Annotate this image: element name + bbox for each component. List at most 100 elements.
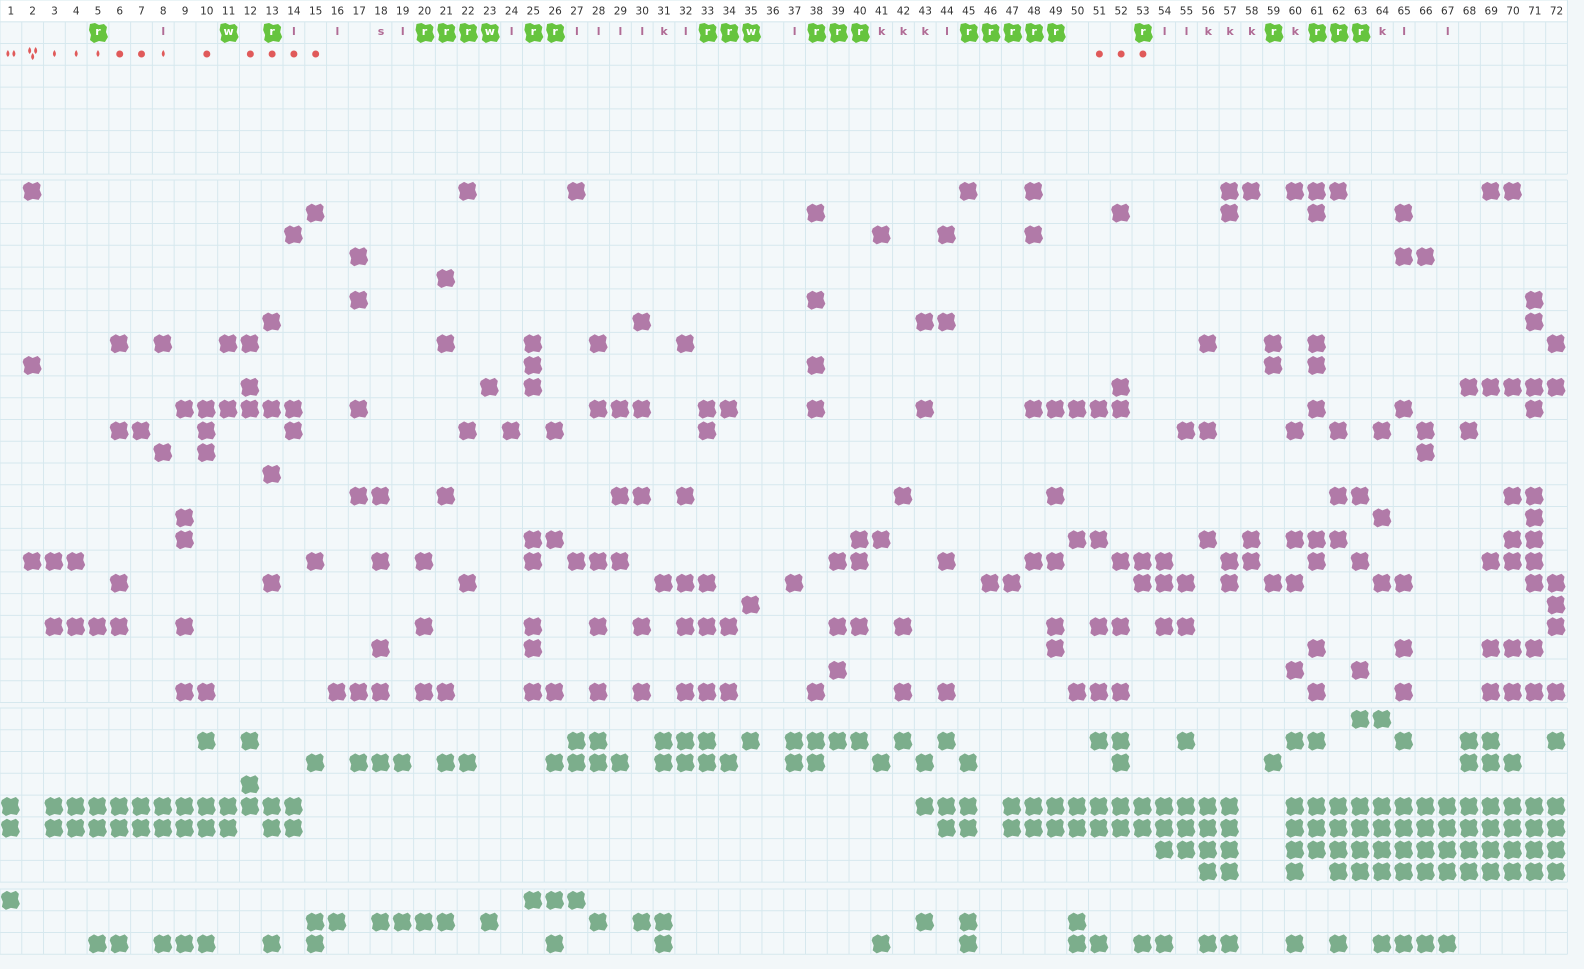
cell-blob (1263, 334, 1283, 354)
cell-blob (1503, 682, 1523, 702)
cell-blob (653, 731, 673, 751)
cell-blob (1546, 334, 1566, 354)
tag: r (465, 25, 471, 38)
column-number: 15 (309, 6, 322, 18)
column-number: 60 (1289, 6, 1302, 18)
cell-blob (1045, 617, 1065, 637)
drop-icon (96, 50, 100, 57)
cell-blob (958, 796, 978, 816)
tag: k (1248, 25, 1256, 38)
cell-blob (153, 934, 173, 954)
cell-blob (283, 225, 303, 245)
cell-blob (436, 486, 456, 506)
cell-blob (566, 731, 586, 751)
cell-blob (893, 731, 913, 751)
cell-blob (523, 356, 543, 376)
cell-blob (610, 399, 630, 419)
cell-blob (828, 660, 848, 680)
column-number: 3 (51, 6, 58, 18)
cell-blob (349, 682, 369, 702)
cell-blob (1241, 181, 1261, 201)
cell-blob (1350, 660, 1370, 680)
column-number: 63 (1354, 6, 1367, 18)
cell-blob (1415, 818, 1435, 838)
cell-blob (1154, 818, 1174, 838)
tag: r (444, 25, 450, 38)
cell-blob (44, 551, 64, 571)
cell-blob (1111, 617, 1131, 637)
badge (981, 23, 1001, 43)
column-number: 52 (1114, 6, 1127, 18)
cell-blob (240, 731, 260, 751)
column-number: 13 (265, 6, 278, 18)
cell-blob (936, 312, 956, 332)
badge (850, 23, 870, 43)
cell-blob (262, 399, 282, 419)
cell-blob (283, 796, 303, 816)
cell-blob (1132, 796, 1152, 816)
cell-blob (1481, 731, 1501, 751)
cell-blob (893, 682, 913, 702)
tag: l (336, 25, 340, 38)
cell-blob (1154, 551, 1174, 571)
column-number: 14 (287, 6, 301, 18)
cell-blob (1394, 203, 1414, 223)
cell-blob (196, 731, 216, 751)
cell-blob (871, 530, 891, 550)
cell-blob (1176, 818, 1196, 838)
cell-blob (196, 934, 216, 954)
column-number: 44 (940, 6, 954, 18)
badge (698, 23, 718, 43)
cell-blob (697, 573, 717, 593)
cell-blob (1394, 573, 1414, 593)
tag: k (922, 25, 930, 38)
cell-blob (1524, 377, 1544, 397)
cell-blob (1524, 530, 1544, 550)
cell-blob (1220, 551, 1240, 571)
cell-blob (1220, 862, 1240, 882)
cell-blob (1307, 731, 1327, 751)
cell-blob (175, 796, 195, 816)
cell-blob (1132, 573, 1152, 593)
cell-blob (1503, 796, 1523, 816)
cell-blob (849, 530, 869, 550)
column-number: 57 (1223, 6, 1236, 18)
cell-blob (1350, 486, 1370, 506)
cell-blob (1437, 818, 1457, 838)
cell-blob (370, 682, 390, 702)
cell-blob (1307, 682, 1327, 702)
dot-icon (138, 50, 146, 58)
tag: l (292, 25, 296, 38)
badge (1351, 23, 1371, 43)
cell-blob (479, 377, 499, 397)
cell-blob (392, 753, 412, 773)
tag: l (1446, 25, 1450, 38)
cell-blob (741, 731, 761, 751)
cell-blob (1481, 753, 1501, 773)
cell-blob (1285, 731, 1305, 751)
cell-blob (806, 682, 826, 702)
cell-blob (523, 530, 543, 550)
cell-blob (196, 682, 216, 702)
drop-icon (31, 53, 35, 60)
cell-blob (1524, 639, 1544, 659)
column-number: 7 (138, 6, 145, 18)
cell-blob (1307, 203, 1327, 223)
cell-blob (436, 912, 456, 932)
badge (459, 23, 479, 43)
column-number: 50 (1071, 6, 1084, 18)
cell-blob (262, 818, 282, 838)
cell-blob (1524, 840, 1544, 860)
cell-blob (66, 818, 86, 838)
cell-blob (349, 290, 369, 310)
cell-blob (1198, 796, 1218, 816)
cell-blob (588, 682, 608, 702)
tag: l (619, 25, 623, 38)
tag: k (1226, 25, 1234, 38)
cell-blob (588, 753, 608, 773)
cell-blob (370, 639, 390, 659)
dot-icon (1139, 50, 1147, 58)
cell-blob (22, 356, 42, 376)
cell-blob (109, 818, 129, 838)
cell-blob (1350, 709, 1370, 729)
